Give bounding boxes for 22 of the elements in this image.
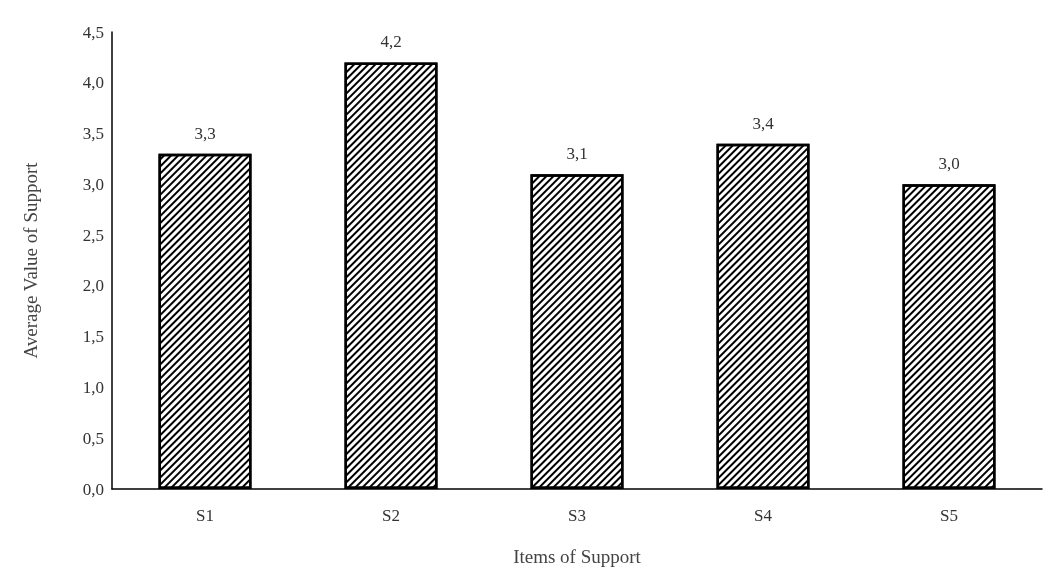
y-tick-label: 0,5 [82, 428, 104, 448]
data-label: 3,4 [752, 113, 775, 133]
y-tick-label: 4,0 [82, 73, 104, 93]
y-axis-title: Average Value of Support [20, 161, 41, 359]
data-label: 3,3 [194, 123, 216, 143]
x-tick-label: S5 [940, 506, 958, 525]
y-tick-label: 1,5 [82, 327, 104, 347]
y-tick-label: 2,0 [82, 276, 104, 296]
x-tick-label: S2 [382, 506, 400, 525]
y-tick-label: 2,5 [82, 225, 104, 245]
x-tick-label: S4 [754, 506, 773, 525]
x-tick-label: S1 [196, 506, 214, 525]
data-label: 4,2 [380, 32, 402, 52]
data-label: 3,1 [566, 144, 588, 164]
y-tick-label: 3,5 [82, 124, 104, 144]
data-label: 3,0 [938, 154, 960, 174]
y-tick-label: 3,0 [82, 174, 104, 194]
y-tick-label: 4,5 [82, 22, 104, 42]
y-tick-label: 1,0 [82, 377, 104, 397]
x-tick-label: S3 [568, 506, 586, 525]
y-tick-label: 0,0 [82, 479, 104, 499]
x-axis-title: Items of Support [513, 546, 642, 567]
